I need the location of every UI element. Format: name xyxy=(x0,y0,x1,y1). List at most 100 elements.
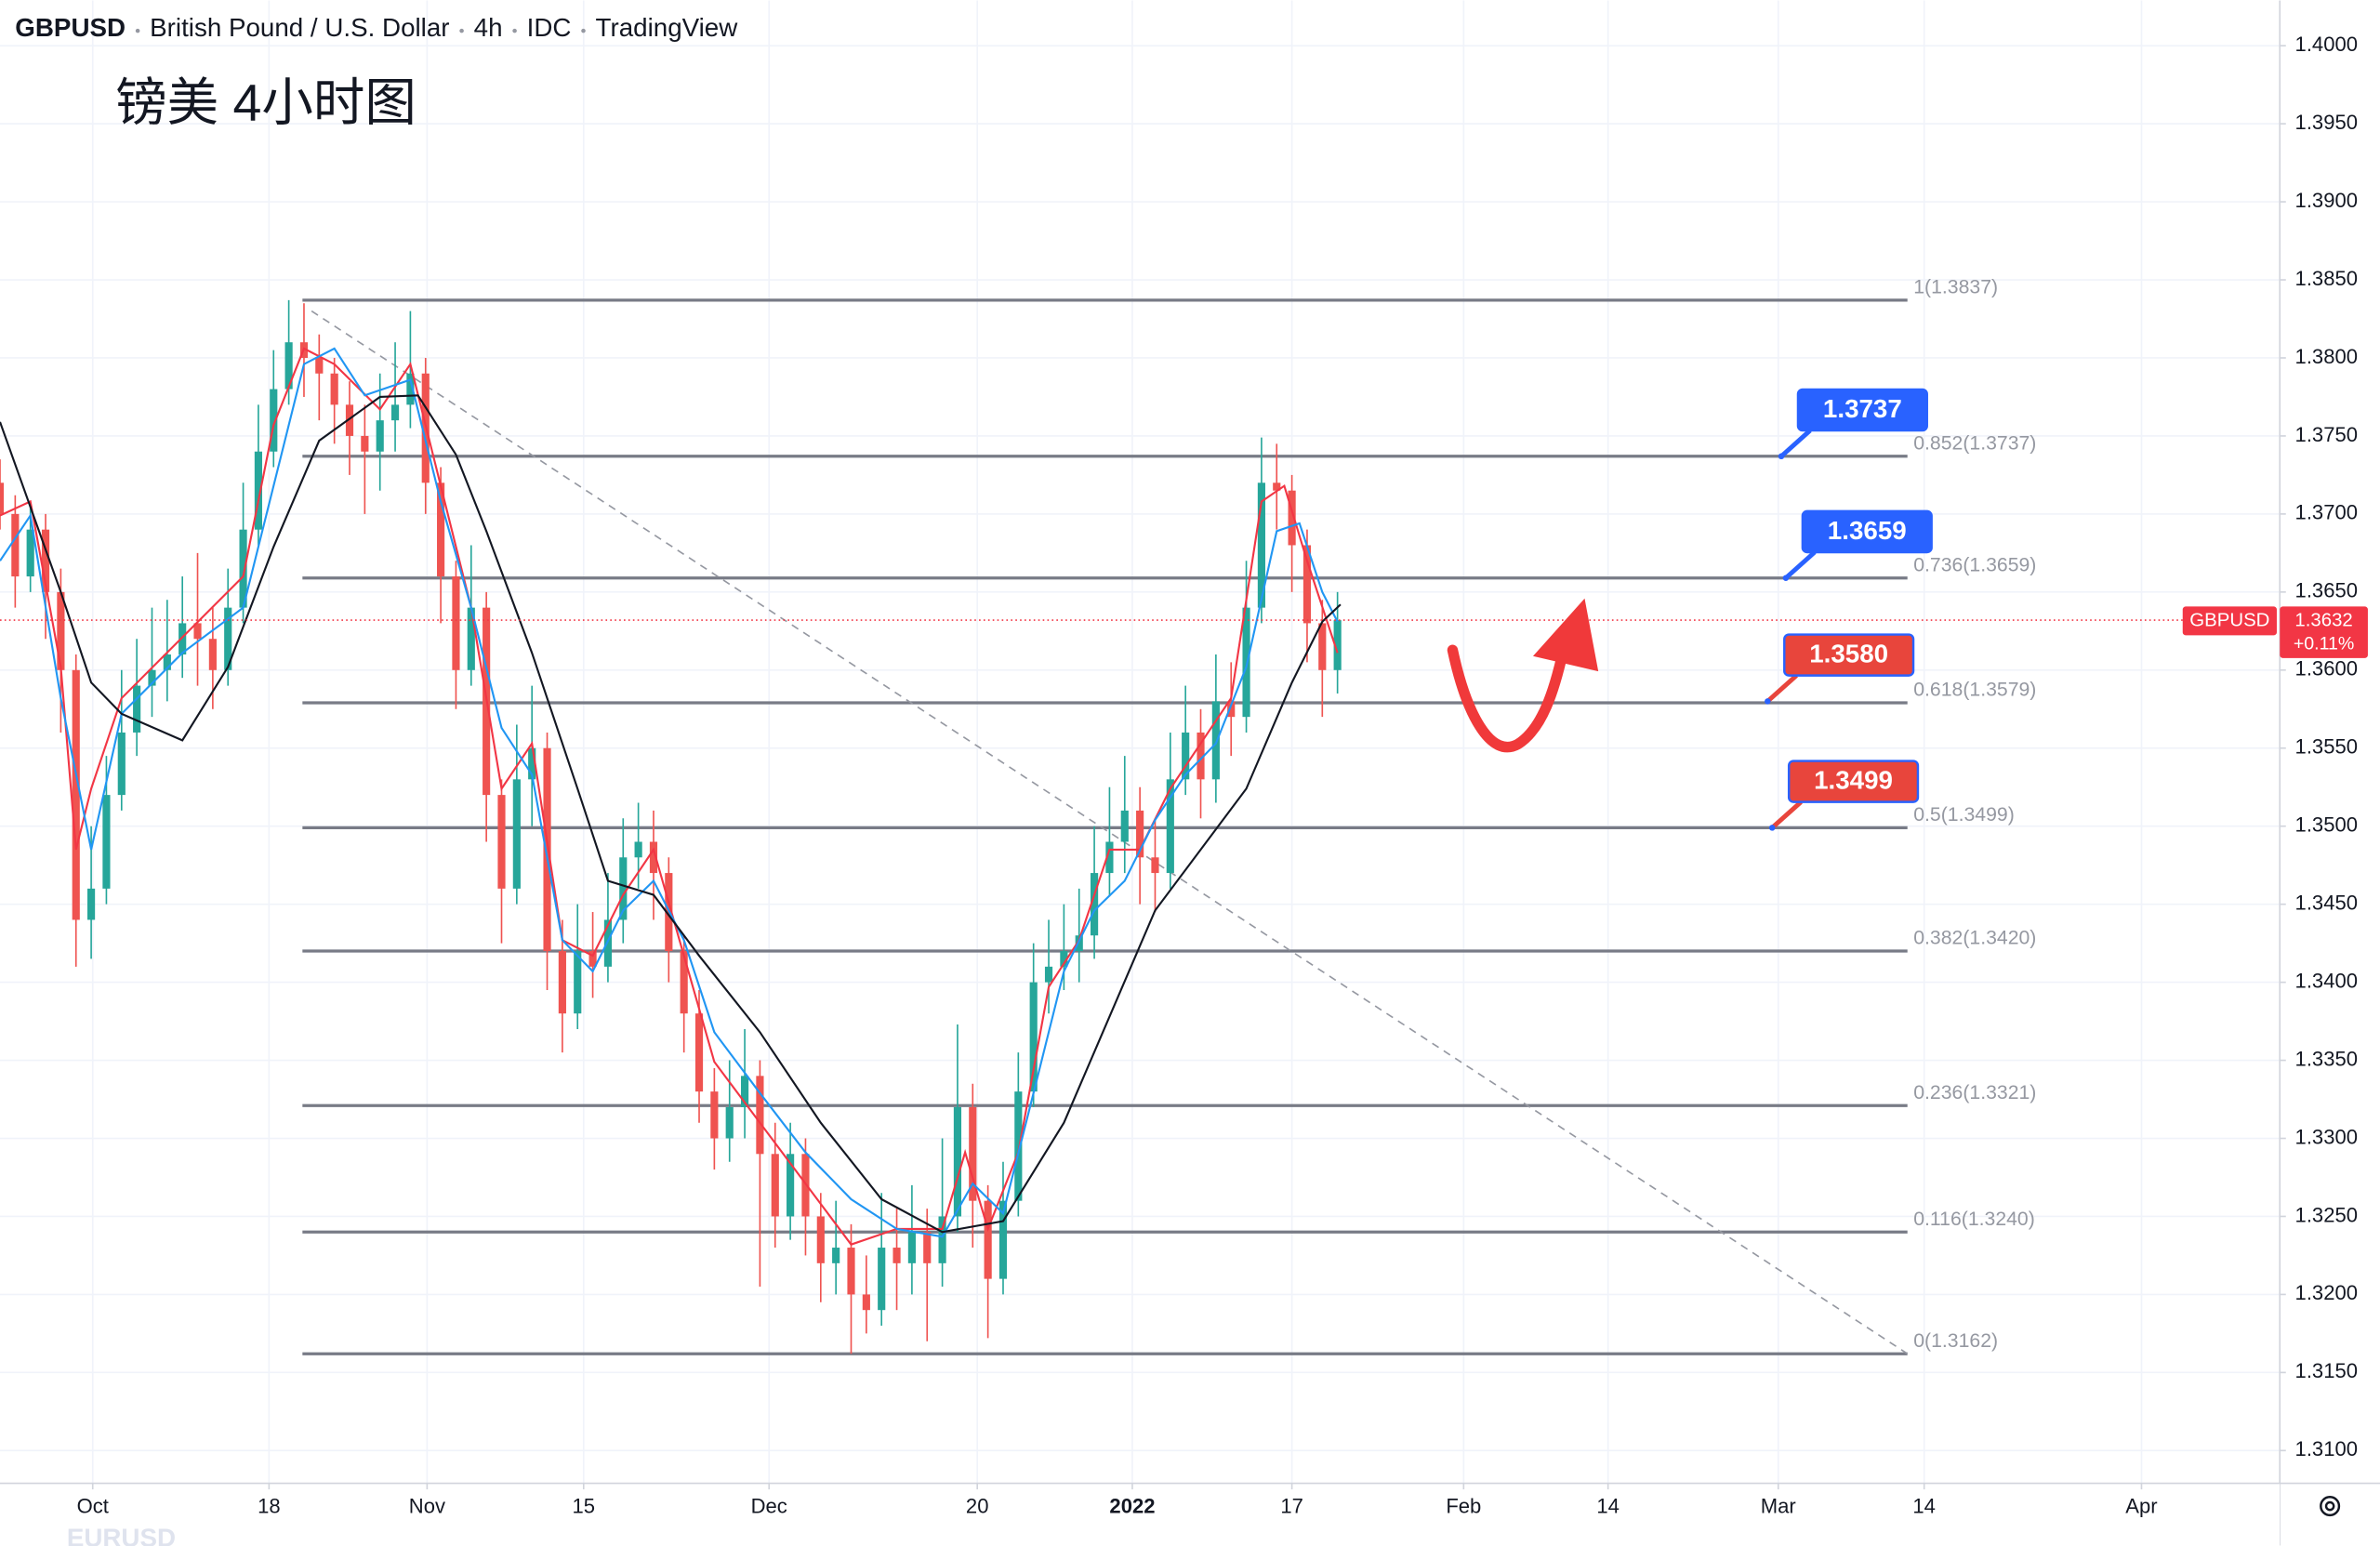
candle-body xyxy=(390,404,400,421)
candle-body xyxy=(680,951,688,1014)
candle-body xyxy=(603,919,613,967)
y-tick-label: 1.3150 xyxy=(2295,1359,2358,1382)
callout-pointer xyxy=(1770,799,1803,830)
y-tick-label: 1.3250 xyxy=(2295,1203,2358,1226)
callout-label: 1.3659 xyxy=(1828,516,1907,545)
time-axis-bg xyxy=(0,1483,2281,1546)
candle-body xyxy=(771,1154,779,1217)
header-brand: TradingView xyxy=(596,13,739,42)
settings-icon[interactable] xyxy=(2320,1496,2341,1517)
candle-body xyxy=(11,513,20,577)
candle-body xyxy=(1211,701,1220,780)
candle-body xyxy=(361,435,369,452)
candle-body xyxy=(969,1106,977,1201)
y-tick-label: 1.3350 xyxy=(2295,1047,2358,1070)
x-tick-label: 18 xyxy=(258,1495,281,1518)
y-tick-label: 1.3200 xyxy=(2295,1281,2358,1304)
candle-body xyxy=(330,373,338,405)
candle-body xyxy=(787,1154,795,1217)
last-price-box xyxy=(2280,606,2368,658)
candle-body xyxy=(619,857,628,920)
header: GBPUSD British Pound / U.S. Dollar 4h IDC Tr… xyxy=(15,13,738,42)
candle-body xyxy=(923,1232,932,1263)
callout-label: 1.3737 xyxy=(1823,394,1902,423)
candle-body xyxy=(41,529,50,592)
candle-body xyxy=(239,529,247,608)
candle-body xyxy=(634,841,642,858)
y-tick-label: 1.3100 xyxy=(2295,1437,2358,1460)
candle-body xyxy=(649,841,658,874)
last-price-symbol-box xyxy=(2182,606,2277,636)
last-price-label: 1.3632 xyxy=(2294,610,2352,630)
callout-box xyxy=(1796,388,1928,432)
candle-body xyxy=(406,373,415,405)
x-tick-label: 2022 xyxy=(1109,1495,1155,1518)
last-price-symbol: GBPUSD xyxy=(2189,610,2269,630)
candle-body xyxy=(1044,966,1053,983)
candle-body xyxy=(938,1216,946,1263)
callout-box xyxy=(1801,509,1933,554)
watermark: EURUSD xyxy=(67,1523,176,1546)
callout-anchor xyxy=(1768,825,1776,831)
callout-pointer xyxy=(1779,429,1812,458)
arrow-drawing xyxy=(1447,598,1599,753)
candle-body xyxy=(892,1248,901,1263)
x-tick-label: 15 xyxy=(573,1495,596,1518)
y-tick-label: 1.3700 xyxy=(2295,501,2358,524)
candle-body xyxy=(816,1216,825,1263)
candle-body xyxy=(1060,951,1068,967)
fib-label: 0.736(1.3659) xyxy=(1913,554,2036,575)
candle-body xyxy=(528,747,536,780)
x-tick-label: Feb xyxy=(1446,1495,1481,1518)
candle-body xyxy=(133,685,141,733)
callout-anchor xyxy=(1782,575,1790,581)
candle-body xyxy=(57,591,65,670)
header-separator xyxy=(512,28,517,33)
candle-body xyxy=(117,732,126,796)
header-interval: 4h xyxy=(474,13,503,42)
candle-body xyxy=(1318,623,1327,670)
candle-body xyxy=(270,389,278,452)
candle-body xyxy=(512,779,521,889)
candle-body xyxy=(254,451,263,530)
price-axis-bg xyxy=(2280,0,2380,1546)
fib-label: 0.618(1.3579) xyxy=(1913,680,2036,701)
header-separator xyxy=(459,28,464,33)
fib-label: 0(1.3162) xyxy=(1913,1330,1998,1352)
trendline xyxy=(311,310,1909,1354)
candle-body xyxy=(847,1248,855,1295)
axes: 1.4000 1.3950 1.3900 1.3850 1.3800 1.3750 1.37… xyxy=(77,33,2358,1518)
candle-body xyxy=(1288,490,1296,546)
last-price-change: +0.11% xyxy=(2294,633,2355,654)
y-tick-label: 1.3550 xyxy=(2295,735,2358,759)
fibonacci: 1(1.3837) 0.852(1.3737) 0.736(1.3659) 0.618… xyxy=(302,276,2036,1355)
candle-body xyxy=(1333,620,1342,670)
candle-body xyxy=(1182,732,1190,780)
callout-label: 1.3580 xyxy=(1809,640,1888,668)
fib-label: 0.236(1.3321) xyxy=(1913,1082,2036,1103)
candle-body xyxy=(1273,482,1281,491)
candle-body xyxy=(694,1013,704,1092)
y-tick-label: 1.3850 xyxy=(2295,267,2358,290)
gear-center[interactable] xyxy=(2324,1500,2335,1512)
candle-body xyxy=(102,795,111,889)
candle-body xyxy=(224,607,232,670)
gear-ring[interactable] xyxy=(2320,1496,2341,1517)
candle-body xyxy=(1227,701,1236,718)
callout-label: 1.3499 xyxy=(1814,766,1893,795)
candle-body xyxy=(452,576,460,670)
candle-body xyxy=(756,1076,764,1155)
candle-body xyxy=(178,623,187,655)
y-tick-label: 1.3400 xyxy=(2295,969,2358,992)
y-tick-label: 1.3650 xyxy=(2295,579,2358,602)
candle-body xyxy=(1014,1091,1023,1201)
candle-body xyxy=(953,1106,962,1217)
candle-body xyxy=(1075,935,1083,952)
candle-body xyxy=(1029,982,1038,1092)
candles xyxy=(0,299,1342,1354)
candle-body xyxy=(1242,607,1250,718)
arrow-curve xyxy=(1447,644,1569,753)
